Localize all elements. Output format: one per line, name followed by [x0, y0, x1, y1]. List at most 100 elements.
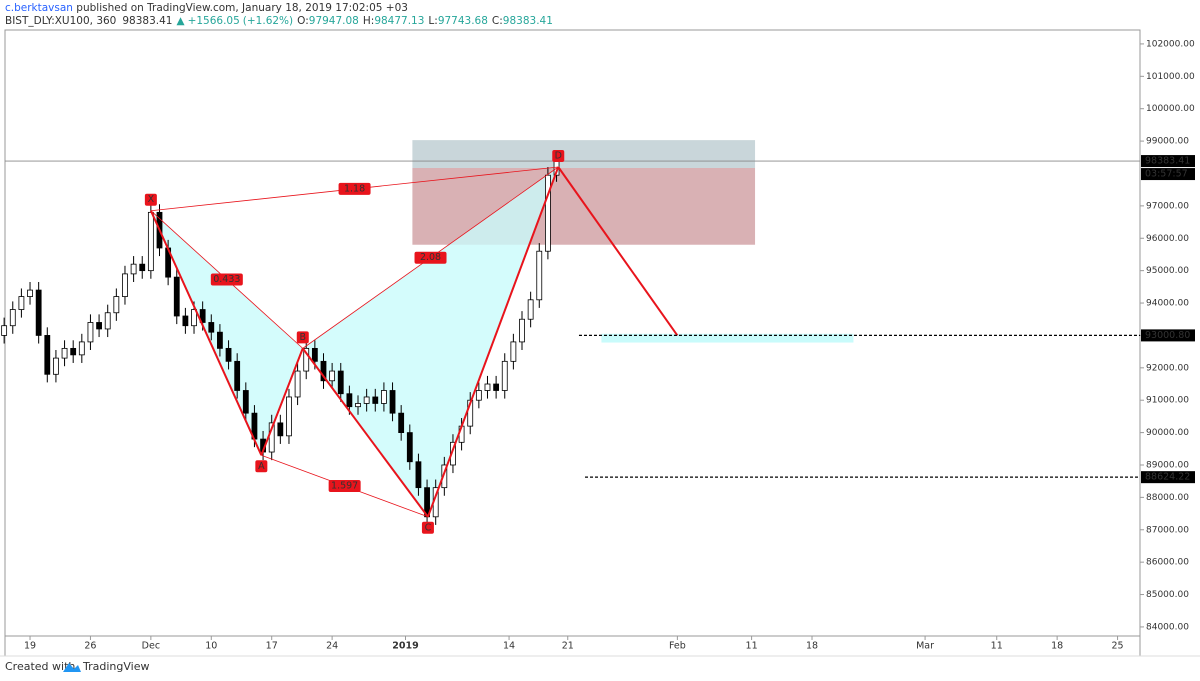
l-label: L: [428, 15, 437, 27]
candle-body [286, 396, 292, 437]
y-tick-label: 87000.00 [1146, 525, 1189, 535]
o-label: O: [297, 15, 309, 27]
candle-body [527, 299, 534, 320]
h-label: H: [363, 15, 374, 27]
price-label: 93000.80 [1145, 330, 1190, 341]
pattern-fill [150, 210, 303, 456]
ratio-box [338, 182, 371, 195]
price-label: 98383.41 [1145, 156, 1190, 167]
symbol: BIST_DLY:XU100, 360 [5, 15, 116, 27]
countdown: 03:57:57 [1145, 169, 1188, 180]
candle-body [9, 309, 16, 327]
x-tick-label: 24 [326, 641, 338, 652]
zone [412, 167, 756, 245]
candle-body [78, 341, 85, 356]
candle-body [441, 464, 448, 489]
point-box [255, 460, 268, 473]
brand-text: TradingView [82, 660, 149, 673]
y-tick-label: 86000.00 [1146, 558, 1189, 568]
change: +1566.05 [188, 15, 240, 27]
candle-body [182, 315, 189, 327]
h-value: 98477.13 [374, 15, 424, 27]
header-line: c.berktavsan published on TradingView.co… [5, 2, 408, 14]
x-tick-label: 11 [746, 641, 758, 652]
published: published on TradingView.com, January 18… [73, 2, 408, 14]
x-tick-label: 18 [1051, 641, 1063, 652]
candle-body [475, 390, 482, 401]
c-value: 98383.41 [503, 15, 553, 27]
price-label-box [1141, 329, 1195, 342]
candle-body [44, 335, 51, 375]
x-tick-label: 2019 [392, 641, 418, 652]
price-label-box [1141, 155, 1195, 168]
legend-line: BIST_DLY:XU100, 360 98383.41 ▲ +1566.05 (+1.… [5, 15, 553, 27]
point-box [421, 521, 434, 534]
ratio-box [414, 251, 447, 264]
zone [601, 333, 854, 343]
candle-body [87, 322, 94, 343]
x-tick-label: 18 [806, 641, 818, 652]
candle-body [536, 250, 543, 301]
candle-body [381, 390, 387, 404]
candle-body [122, 273, 128, 297]
y-tick-label: 96000.00 [1146, 234, 1189, 244]
ratio-box [210, 273, 243, 286]
brand-logo [63, 663, 81, 672]
price-label-box [1141, 471, 1195, 484]
y-tick-label: 97000.00 [1146, 201, 1189, 211]
ratio-label: 1.597 [331, 481, 358, 492]
candle-body [467, 399, 474, 427]
x-tick-label: 26 [84, 641, 96, 652]
c-label: C: [492, 15, 503, 27]
y-tick-label: 99000.00 [1146, 137, 1189, 147]
author: c.berktavsan [5, 2, 73, 14]
pattern-leg [301, 347, 429, 518]
y-tick-label: 94000.00 [1146, 299, 1189, 309]
candle-body [130, 263, 137, 275]
point-label: B [300, 332, 307, 343]
candle-body [18, 296, 25, 310]
candle-body [406, 432, 413, 463]
pattern-fill [302, 167, 559, 517]
change-pct: (+1.62%) [243, 15, 293, 27]
zone [412, 140, 756, 168]
pattern-leg [426, 166, 560, 518]
ratio-box [328, 480, 361, 493]
point-label: X [148, 194, 155, 205]
ratio-label: 1.18 [344, 183, 365, 194]
candle-body [389, 390, 396, 414]
price-label: 88624.22 [1145, 472, 1190, 483]
footer-text: Created with [5, 660, 75, 673]
x-tick-label: 21 [562, 641, 574, 652]
y-tick-label: 102000.00 [1146, 39, 1195, 49]
x-tick-label: 17 [266, 641, 278, 652]
candle-body [545, 174, 551, 252]
y-tick-label: 91000.00 [1146, 396, 1189, 406]
candle-body [415, 461, 422, 489]
candle-body [346, 393, 353, 408]
candle-body [96, 322, 102, 330]
candle-body [234, 360, 241, 391]
candle-body [191, 309, 197, 327]
ratio-label: 2.08 [420, 252, 441, 263]
candle-body [27, 289, 33, 297]
candle-body [320, 360, 327, 382]
candle-body [225, 347, 232, 362]
candle-body [277, 422, 284, 437]
projection-line [557, 166, 679, 337]
point-label: C [425, 522, 432, 533]
x-tick-label: Dec [142, 641, 160, 652]
candle-body [1, 325, 8, 336]
point-label: D [555, 151, 562, 162]
x-tick-label: 10 [205, 641, 217, 652]
candle-body [35, 289, 42, 336]
ratio-label: 0.433 [213, 274, 240, 285]
candle-body [510, 341, 517, 362]
x-tick-label: 25 [1112, 641, 1124, 652]
direction: ▲ [176, 15, 185, 27]
y-tick-label: 85000.00 [1146, 590, 1189, 600]
pattern-leg [260, 348, 304, 456]
y-tick-label: 100000.00 [1146, 104, 1195, 114]
